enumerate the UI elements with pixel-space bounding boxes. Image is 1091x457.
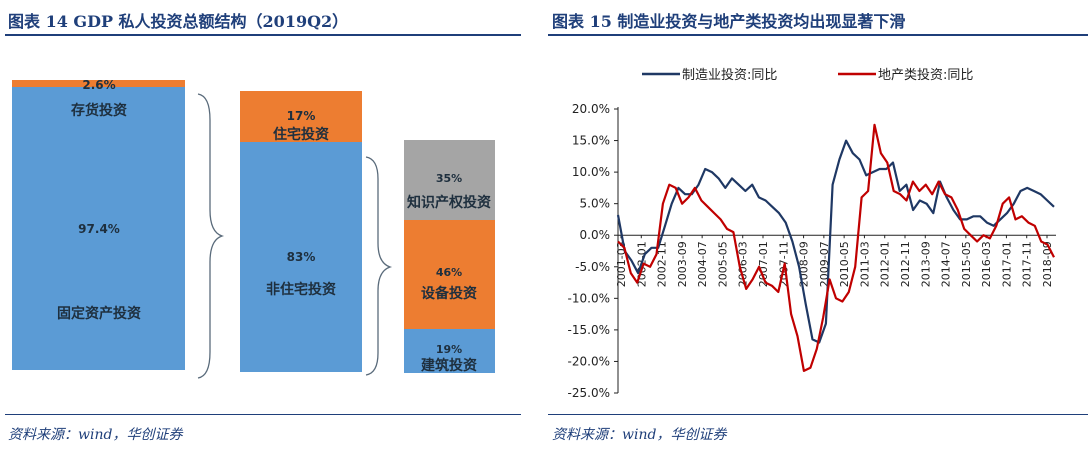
equipment-investment-label: 设备投资: [421, 286, 477, 302]
x-tick-label: 2014-07: [940, 241, 953, 287]
ip-investment-pct: 35%: [435, 172, 463, 185]
x-tick-label: 2016-03: [980, 241, 993, 287]
x-tick-label: 2001-03: [615, 241, 628, 287]
x-tick-label: 2003-09: [676, 241, 689, 287]
structures-investment-block: [404, 329, 495, 373]
x-tick-label: 2002-11: [656, 241, 669, 287]
right-title-rule: [548, 34, 1088, 36]
nonresidential-investment-label: 非住宅投资: [266, 282, 336, 298]
ip-investment-label: 知识产权投资: [407, 195, 491, 211]
y-tick-label: -20.0%: [568, 354, 610, 368]
fixed-asset-investment-block: [12, 87, 185, 370]
y-tick-label: -15.0%: [568, 323, 610, 337]
y-tick-label: -5.0%: [575, 260, 610, 274]
y-tick-label: 5.0%: [580, 197, 611, 211]
right-bottom-rule: [548, 414, 1088, 415]
x-axis: 2001-03 2002-01 2002-11 2003-09 2004-07 2005-…: [615, 234, 1056, 287]
nonresidential-investment-pct: 83%: [286, 250, 316, 264]
left-title-rule: [5, 34, 521, 36]
y-tick-label: 20.0%: [572, 102, 610, 116]
real-estate-investment-line: [617, 123, 1055, 372]
legend-label: 制造业投资:同比: [682, 67, 777, 83]
x-tick-label: 2017-11: [1021, 241, 1034, 287]
x-tick-label: 2005-05: [716, 241, 729, 287]
legend: 制造业投资:同比 地产类投资:同比: [642, 67, 973, 83]
x-tick-label: 2012-01: [879, 241, 892, 287]
series-lines: [616, 123, 1055, 372]
residential-investment-block: [240, 91, 362, 142]
right-figure-title: 图表 15 制造业投资与地产类投资均出现显著下滑: [552, 12, 906, 31]
x-tick-label: 2015-05: [960, 241, 973, 287]
equipment-investment-pct: 46%: [435, 266, 463, 279]
ip-investment-block: [404, 140, 495, 220]
inventory-investment-pct: 2.6%: [82, 78, 116, 92]
x-tick-label: 2006-03: [737, 241, 750, 287]
nonresidential-investment-block: [240, 142, 362, 372]
x-tick-label: 2007-01: [757, 241, 770, 287]
y-tick-label: 0.0%: [580, 228, 611, 242]
y-tick-label: 15.0%: [572, 134, 610, 148]
residential-investment-label: 住宅投资: [273, 127, 329, 143]
residential-investment-pct: 17%: [286, 109, 316, 123]
inventory-investment-label: 存货投资: [71, 103, 127, 119]
fixed-asset-investment-pct: 97.4%: [78, 222, 120, 236]
left-figure-title: 图表 14 GDP 私人投资总额结构（2019Q2）: [8, 12, 349, 31]
x-tick-label: 2004-07: [696, 241, 709, 287]
brace-nonresidential-to-components: [365, 156, 393, 376]
right-source-note: 资料来源：wind，华创证券: [552, 427, 727, 443]
y-tick-label: -25.0%: [568, 386, 610, 400]
x-tick-label: 2013-09: [919, 241, 932, 287]
left-source-note: 资料来源：wind，华创证券: [8, 427, 183, 443]
equipment-investment-block: [404, 220, 495, 329]
x-tick-label: 2010-05: [838, 241, 851, 287]
y-tick-label: -10.0%: [568, 291, 610, 305]
x-tick-label: 2012-11: [899, 241, 912, 287]
brace-fixed-to-residential: [197, 93, 225, 379]
x-tick-label: 2018-09: [1041, 241, 1054, 287]
investment-yoy-line-chart: 制造业投资:同比 地产类投资:同比 20.0% 15.0% 10.0% 5.0% 0.0%…: [568, 67, 1056, 400]
x-tick-label: 2017-01: [1000, 241, 1013, 287]
left-bottom-rule: [5, 414, 521, 415]
structures-investment-pct: 19%: [435, 343, 463, 356]
x-tick-label: 2011-03: [858, 241, 871, 287]
y-tick-label: 10.0%: [572, 165, 610, 179]
fixed-asset-investment-label: 固定资产投资: [57, 306, 141, 322]
y-axis: 20.0% 15.0% 10.0% 5.0% 0.0% -5.0% -10.0% -15.0%…: [568, 102, 619, 400]
legend-label: 地产类投资:同比: [878, 67, 973, 83]
inventory-investment-block: [12, 80, 185, 87]
structures-investment-label: 建筑投资: [421, 358, 477, 374]
